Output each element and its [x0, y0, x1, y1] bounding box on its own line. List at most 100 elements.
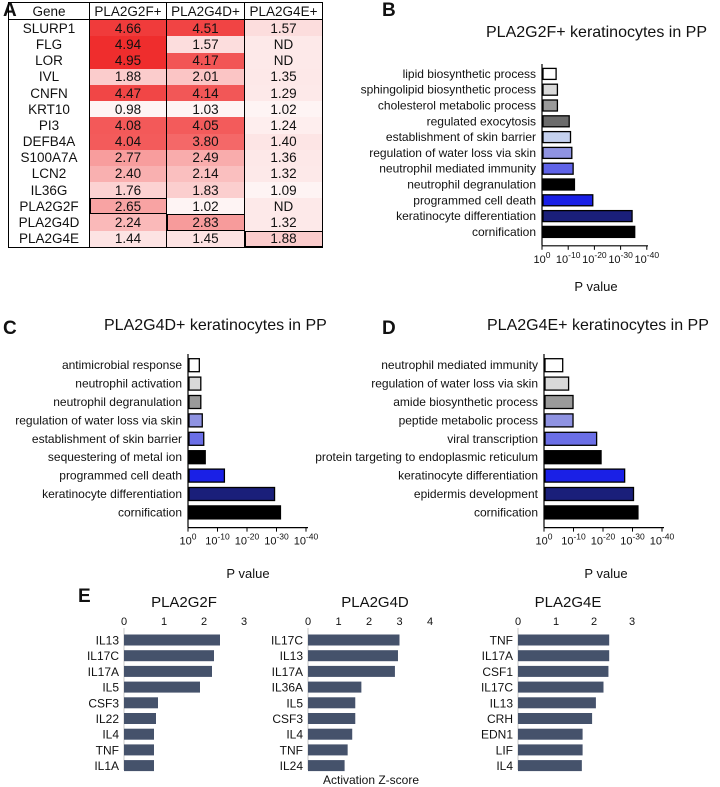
- value-cell: 4.14: [166, 84, 245, 102]
- category-label: amide biosynthetic process: [393, 395, 538, 409]
- table-row: LCN2 2.40 2.14 1.32: [8, 165, 323, 183]
- value-cell: 4.04: [89, 133, 167, 150]
- category-label: sequestering of metal ion: [48, 450, 182, 464]
- bar: [542, 115, 570, 128]
- value-cell: 1.36: [244, 149, 323, 166]
- category-label: IL5: [286, 696, 303, 710]
- value-cell: 1.40: [244, 133, 323, 150]
- bar: [188, 505, 282, 520]
- bar: [518, 697, 596, 709]
- value-cell: 1.02: [166, 198, 245, 215]
- table-row: LOR 4.95 4.17 ND: [8, 52, 323, 69]
- bar: [544, 431, 598, 446]
- category-label: IL17A: [482, 649, 513, 663]
- bar: [544, 376, 570, 391]
- panel-letter-e: E: [78, 586, 91, 607]
- category-label: LIF: [496, 743, 513, 757]
- bar: [542, 194, 594, 207]
- chart-c-title: PLA2G4D+ keratinocytes in PP: [104, 317, 327, 334]
- bar: [544, 505, 639, 520]
- table-row: PLA2G2F 2.65 1.02 ND: [8, 198, 323, 215]
- x-tick-label: 10-30: [620, 532, 645, 548]
- value-cell: 1.57: [244, 19, 323, 37]
- x-tick-label: 2: [591, 616, 597, 628]
- bar: [308, 634, 400, 646]
- value-cell: 1.83: [166, 182, 245, 199]
- category-label: cornification: [472, 225, 536, 239]
- category-label: peptide metabolic process: [399, 413, 538, 427]
- bar: [188, 376, 202, 391]
- category-label: CSF1: [482, 665, 513, 679]
- table-row: SLURP1 4.66 4.51 1.57: [8, 19, 323, 37]
- gene-cell: FLG: [8, 36, 90, 53]
- value-cell: 1.44: [89, 230, 167, 248]
- value-cell: 1.35: [244, 68, 323, 85]
- table-row: KRT10 0.98 1.03 1.02: [8, 101, 323, 118]
- x-tick-label: 10-10: [205, 532, 230, 548]
- table-row: FLG 4.94 1.57 ND: [8, 36, 323, 53]
- category-label: CSF3: [88, 696, 119, 710]
- gene-cell: IL36G: [8, 182, 90, 199]
- gene-cell: LOR: [8, 52, 90, 69]
- value-cell: 2.24: [89, 214, 167, 231]
- bar: [542, 209, 633, 223]
- category-label: IL13: [96, 634, 120, 648]
- value-cell: 3.80: [166, 133, 245, 150]
- gene-cell: PLA2G4E: [8, 230, 90, 248]
- table-header-row: Gene PLA2G2F+ PLA2G4D+ PLA2G4E+: [8, 1, 323, 21]
- x-tick-label: 10-30: [608, 250, 633, 266]
- bar: [542, 83, 559, 96]
- category-label: keratinocyte differentiation: [42, 487, 182, 501]
- category-label: regulated exocytosis: [427, 114, 536, 128]
- value-cell: 4.66: [89, 19, 167, 37]
- bar: [542, 146, 573, 160]
- bar: [542, 130, 572, 144]
- chart-e-title: PLA2G4E: [535, 594, 602, 611]
- bar: [518, 634, 610, 646]
- bar: [544, 468, 626, 483]
- category-label: IL22: [96, 712, 120, 726]
- bar: [542, 225, 636, 239]
- x-tick-label: 3: [396, 616, 402, 628]
- value-cell: 2.01: [166, 68, 245, 85]
- chart-b-title: PLA2G2F+ keratinocytes in PP: [486, 24, 707, 41]
- x-tick-label: 1: [161, 616, 167, 628]
- category-label: neutrophil mediated immunity: [381, 358, 538, 372]
- value-cell: 1.29: [244, 84, 323, 102]
- category-label: viral transcription: [447, 432, 538, 446]
- x-tick-label: 0: [121, 616, 127, 628]
- category-label: IL17A: [88, 665, 119, 679]
- table-row: IL36G 1.76 1.83 1.09: [8, 182, 323, 199]
- bar: [308, 665, 395, 677]
- gene-cell: PLA2G4D: [8, 214, 90, 231]
- x-tick-label: 2: [201, 616, 207, 628]
- gene-cell: S100A7A: [8, 149, 90, 166]
- x-axis-title: P value: [584, 566, 627, 581]
- bar: [124, 650, 214, 662]
- value-cell: 1.32: [244, 214, 323, 231]
- x-tick-label: 1: [335, 616, 341, 628]
- bar: [308, 681, 362, 693]
- x-tick-label: 1: [553, 616, 559, 628]
- bar: [308, 650, 398, 662]
- x-tick-label: 100: [536, 532, 553, 548]
- chart-e-title: PLA2G2F: [151, 594, 217, 611]
- table-row: PLA2G4D 2.24 2.83 1.32: [8, 214, 323, 231]
- bar: [544, 413, 574, 428]
- category-label: neutrophil degranulation: [407, 178, 536, 192]
- gene-cell: KRT10: [8, 101, 90, 118]
- category-label: TNF: [490, 634, 513, 648]
- category-label: IL4: [286, 728, 303, 742]
- x-tick-label: 10-20: [235, 532, 260, 548]
- value-cell: 4.08: [89, 117, 167, 134]
- category-label: regulation of water loss via skin: [371, 377, 538, 391]
- category-label: IL17C: [271, 634, 303, 648]
- bar: [124, 744, 154, 756]
- bar: [124, 713, 156, 724]
- value-cell: 4.95: [89, 52, 167, 69]
- bar: [124, 697, 158, 709]
- value-cell: 1.09: [244, 182, 323, 199]
- value-cell: ND: [244, 52, 323, 69]
- bar: [518, 744, 583, 756]
- category-label: cholesterol metabolic process: [378, 99, 536, 113]
